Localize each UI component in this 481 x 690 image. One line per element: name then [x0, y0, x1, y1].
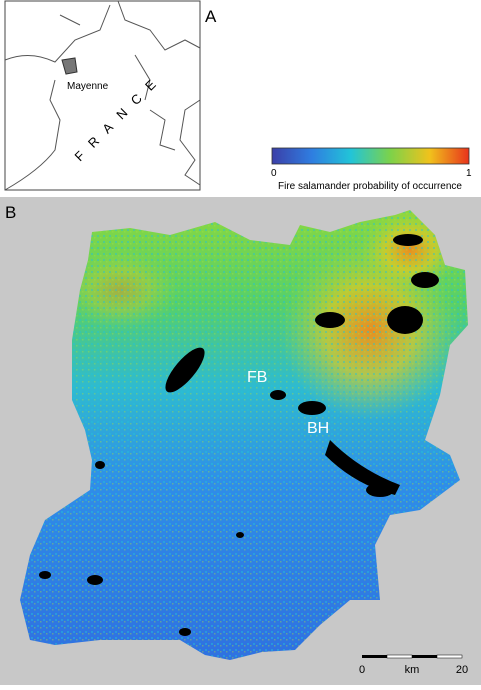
site-label: BH — [307, 420, 329, 437]
colorbar — [271, 147, 470, 165]
region-label: Mayenne — [67, 81, 109, 92]
panel-label: A — [205, 7, 217, 26]
colorbar-max-label: 1 — [466, 168, 472, 179]
site-label: FB — [247, 369, 267, 386]
scale-end-label: 20 — [456, 664, 468, 676]
scale-start-label: 0 — [359, 664, 365, 676]
panel-label: B — [5, 203, 16, 222]
colorbar-title: Fire salamander probability of occurrenc… — [278, 181, 462, 192]
scale-unit-label: km — [405, 664, 420, 676]
inset-frame — [4, 0, 201, 191]
colorbar-min-label: 0 — [271, 168, 277, 179]
scale-bar — [362, 654, 463, 659]
forest-patches — [39, 234, 439, 636]
france-outline — [4, 0, 201, 191]
mayenne-region — [61, 57, 78, 75]
